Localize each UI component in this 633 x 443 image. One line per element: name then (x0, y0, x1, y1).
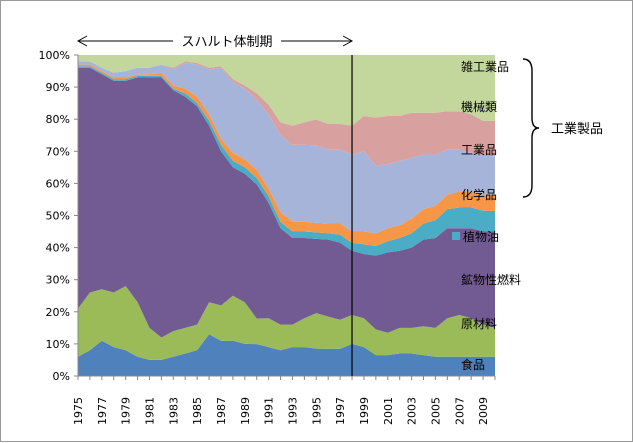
period-arrow-head-right (342, 35, 354, 47)
x-tick-label: 2007 (453, 397, 466, 425)
x-axis: 1975 1977 1979 1981 1983 1985 1987 1989 1991 1993… (72, 375, 496, 425)
series-label: 食品 (461, 357, 485, 372)
series-label: 植物油 (463, 229, 499, 244)
y-tick-label: 20% (46, 306, 70, 319)
y-tick-label: 90% (46, 81, 70, 94)
x-tick-label: 2005 (429, 397, 442, 425)
y-tick-label: 60% (46, 177, 70, 190)
series-label: 雑工業品 (461, 59, 509, 74)
x-tick-label: 1981 (143, 397, 156, 425)
y-tick-label: 30% (46, 274, 70, 287)
annotations: スハルト体制期 工業製品 (76, 32, 603, 376)
period-arrow-head-left (76, 35, 88, 47)
area-2 (78, 286, 495, 360)
series-label: 化学品 (461, 187, 497, 202)
series-label: 鉱物性燃料 (461, 272, 521, 287)
x-tick-label: 1975 (72, 397, 85, 425)
series-labels: 食品 原材料 鉱物性燃料 植物油 化学品 工業品 機械類 雑工業品 (452, 59, 521, 372)
x-tick-label: 1997 (334, 397, 347, 425)
x-tick-label: 1979 (120, 397, 133, 425)
x-tick-label: 1993 (286, 397, 299, 425)
y-tick-label: 70% (46, 145, 70, 158)
industrial-products-bracket (522, 58, 540, 198)
y-axis: 0% 10% 20% 30% 40% 50% 60% 70% 80% 90% 100% (39, 49, 79, 383)
x-tick-label: 1977 (96, 397, 109, 425)
series-label: 原材料 (461, 317, 497, 331)
series-label: 機械類 (461, 99, 497, 114)
legend-marker (452, 232, 460, 240)
y-tick-label: 100% (39, 49, 70, 62)
x-tick-label: 2009 (477, 397, 490, 425)
period-label: スハルト体制期 (182, 35, 273, 50)
x-tick-label: 1987 (215, 397, 228, 425)
y-tick-label: 0% (53, 370, 70, 383)
area-1 (78, 334, 495, 376)
x-tick-label: 1991 (263, 397, 276, 425)
area-8 (78, 55, 495, 126)
area-7 (78, 61, 495, 166)
x-tick-label: 1989 (239, 397, 252, 425)
y-tick-label: 80% (46, 113, 70, 126)
x-tick-label: 1995 (310, 397, 323, 425)
area-6 (78, 61, 495, 234)
y-tick-label: 40% (46, 242, 70, 255)
area-layer (78, 55, 495, 376)
x-tick-label: 1983 (167, 397, 180, 425)
bracket-label: 工業製品 (551, 121, 603, 137)
x-tick-label: 1985 (191, 397, 204, 425)
series-label: 工業品 (461, 143, 497, 157)
x-tick-label: 2001 (382, 397, 395, 425)
y-tick-label: 50% (46, 210, 70, 223)
x-tick-label: 2003 (406, 397, 419, 425)
x-tick-label: 1999 (358, 397, 371, 425)
area-3 (78, 67, 495, 338)
period-label-background (173, 32, 282, 50)
y-tick-label: 10% (46, 338, 70, 351)
